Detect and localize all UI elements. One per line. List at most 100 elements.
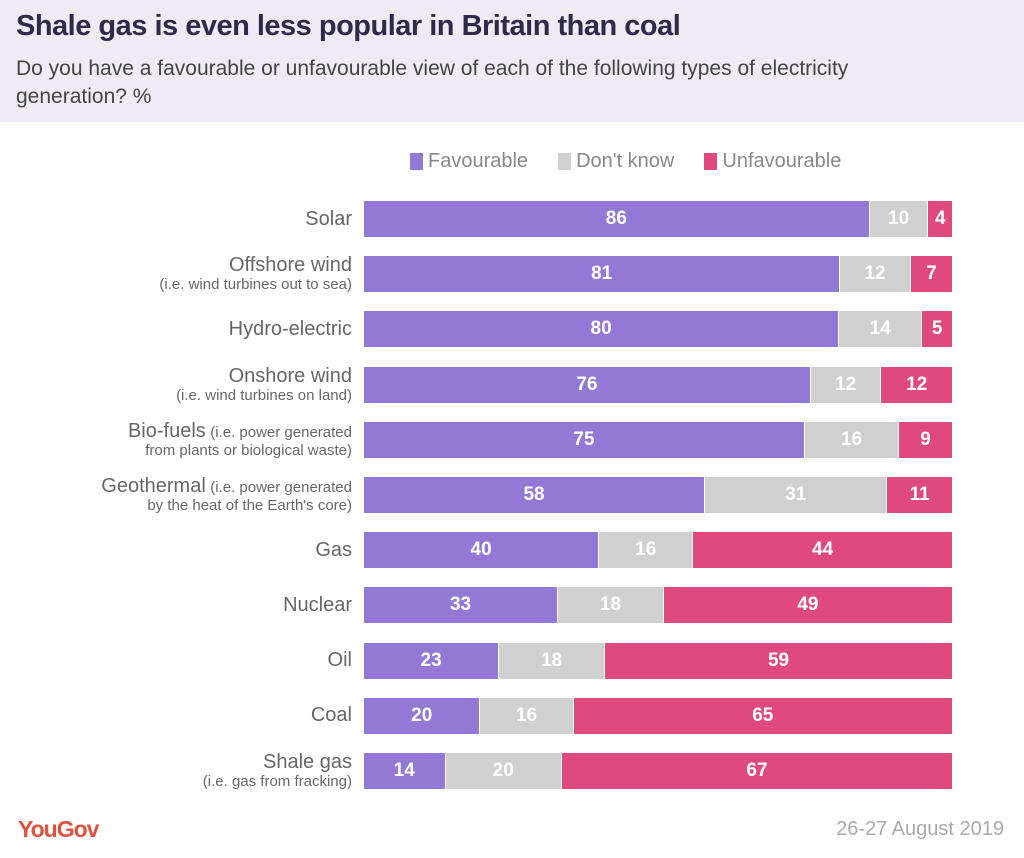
bar-segment-dont-know: 16 bbox=[599, 532, 694, 569]
data-label: 40 bbox=[470, 539, 492, 561]
stacked-bar: 23 18 59 bbox=[364, 642, 952, 679]
category-label: Geothermal (i.e. power generated by the h… bbox=[101, 469, 352, 521]
category-label: Gas bbox=[315, 524, 352, 576]
data-label: 20 bbox=[492, 760, 514, 781]
stacked-bar: 81 12 7 bbox=[364, 256, 952, 293]
bar-row: Bio-fuels (i.e. power generated from plan… bbox=[0, 414, 1024, 466]
bar-segment-dont-know: 16 bbox=[805, 421, 900, 458]
data-label: 7 bbox=[926, 263, 937, 285]
data-label: 16 bbox=[515, 704, 538, 726]
bar-segment-dont-know: 12 bbox=[840, 256, 911, 293]
data-label: 12 bbox=[835, 373, 857, 395]
data-label: 18 bbox=[541, 649, 563, 671]
category-note: from plants or biological waste) bbox=[145, 441, 352, 459]
category-name: Nuclear bbox=[283, 593, 352, 616]
legend-swatch bbox=[558, 153, 572, 170]
bar-segment-favourable: 40 bbox=[364, 532, 600, 569]
bar-segment-unfavourable: 12 bbox=[881, 366, 952, 403]
category-label: Oil bbox=[328, 635, 352, 687]
category-name: Geothermal bbox=[101, 475, 206, 497]
data-label: 11 bbox=[909, 484, 930, 505]
category-name: Offshore wind bbox=[228, 254, 352, 277]
category-name: Hydro-electric bbox=[228, 317, 352, 340]
legend-label: Favourable bbox=[428, 150, 529, 172]
data-label: 12 bbox=[864, 263, 886, 285]
data-label: 31 bbox=[785, 484, 807, 505]
bar-segment-unfavourable: 65 bbox=[573, 697, 952, 734]
stacked-bar: 86 10 4 bbox=[364, 201, 952, 237]
category-label: Solar bbox=[305, 193, 352, 245]
data-label: 86 bbox=[605, 208, 627, 229]
bar-segment-unfavourable: 9 bbox=[899, 421, 952, 458]
data-label: 44 bbox=[812, 539, 834, 561]
data-label: 20 bbox=[411, 704, 433, 726]
bar-segment-dont-know: 14 bbox=[839, 311, 923, 348]
bar-row: Oil 23 18 59 bbox=[0, 635, 1024, 687]
category-label: Coal bbox=[311, 690, 352, 742]
data-label: 76 bbox=[576, 373, 598, 395]
data-label: 58 bbox=[523, 484, 545, 505]
data-label: 65 bbox=[752, 704, 774, 726]
legend-swatch bbox=[704, 153, 718, 170]
data-label: 80 bbox=[590, 318, 612, 340]
stacked-bar: 58 31 11 bbox=[364, 477, 952, 513]
chart-subtitle: Do you have a favourable or unfavourable… bbox=[16, 57, 849, 108]
chart-title: Shale gas is even less popular in Britai… bbox=[16, 10, 681, 42]
data-label: 16 bbox=[840, 428, 863, 450]
data-label: 59 bbox=[767, 649, 790, 671]
legend-label: Don't know bbox=[576, 150, 675, 172]
category-name: Oil bbox=[327, 649, 352, 672]
bar-row: Shale gas (i.e. gas from fracking) 14 20 67 bbox=[0, 745, 1024, 797]
bar-segment-favourable: 14 bbox=[364, 753, 446, 789]
data-label: 5 bbox=[931, 318, 943, 340]
category-name: Bio-fuels bbox=[127, 419, 206, 442]
category-label: Nuclear bbox=[283, 579, 352, 631]
survey-date: 26-27 August 2019 bbox=[836, 818, 1004, 840]
data-label: 4 bbox=[934, 208, 946, 229]
stacked-bar: 76 12 12 bbox=[364, 366, 952, 403]
bar-row: Gas 40 16 44 bbox=[0, 524, 1024, 576]
header: Shale gas is even less popular in Britai… bbox=[0, 0, 1024, 122]
data-label: 49 bbox=[797, 594, 819, 616]
bar-segment-unfavourable: 59 bbox=[605, 642, 952, 679]
legend-label: Unfavourable bbox=[722, 150, 842, 172]
data-label: 67 bbox=[746, 760, 768, 781]
data-label: 14 bbox=[393, 760, 415, 781]
data-label: 14 bbox=[869, 318, 891, 340]
bar-segment-favourable: 23 bbox=[364, 642, 500, 679]
bar-segment-dont-know: 10 bbox=[869, 201, 929, 237]
bar-segment-unfavourable: 44 bbox=[693, 532, 952, 569]
category-name: Coal bbox=[310, 704, 352, 727]
bar-segment-unfavourable: 67 bbox=[561, 753, 952, 789]
bar-segment-favourable: 76 bbox=[364, 366, 811, 403]
category-note: (i.e. power generated bbox=[210, 423, 352, 441]
data-label: 12 bbox=[906, 373, 928, 395]
data-label: 18 bbox=[599, 594, 622, 616]
category-note: (i.e. power generated bbox=[210, 479, 352, 496]
bar-row: Onshore wind (i.e. wind turbines on land)… bbox=[0, 359, 1024, 411]
bar-segment-dont-know: 18 bbox=[558, 587, 664, 624]
stacked-bar: 40 16 44 bbox=[364, 532, 952, 569]
category-name: Solar bbox=[305, 207, 352, 230]
bar-row: Geothermal (i.e. power generated by the h… bbox=[0, 469, 1024, 521]
bar-segment-favourable: 58 bbox=[364, 477, 706, 513]
category-note: (i.e. gas from fracking) bbox=[202, 773, 352, 790]
bar-segment-unfavourable: 11 bbox=[887, 477, 952, 513]
category-label: Offshore wind (i.e. wind turbines out to … bbox=[159, 248, 352, 300]
data-label: 23 bbox=[420, 649, 442, 671]
category-label: Hydro-electric bbox=[229, 303, 352, 355]
legend-item-unfavourable: Unfavourable bbox=[704, 150, 841, 173]
data-label: 9 bbox=[920, 428, 931, 450]
legend-swatch bbox=[410, 153, 423, 170]
bar-segment-favourable: 75 bbox=[364, 421, 805, 458]
bar-segment-unfavourable: 49 bbox=[663, 587, 952, 624]
stacked-bar: 75 16 9 bbox=[364, 421, 952, 458]
data-label: 75 bbox=[573, 428, 595, 450]
category-note: (i.e. wind turbines on land) bbox=[176, 386, 352, 404]
bar-segment-dont-know: 12 bbox=[810, 366, 882, 403]
bar-segment-unfavourable: 7 bbox=[910, 256, 952, 293]
bar-segment-dont-know: 16 bbox=[480, 697, 574, 734]
bar-row: Coal 20 16 65 bbox=[0, 690, 1024, 742]
category-name: Onshore wind bbox=[228, 364, 352, 387]
bar-segment-unfavourable: 4 bbox=[928, 201, 952, 237]
